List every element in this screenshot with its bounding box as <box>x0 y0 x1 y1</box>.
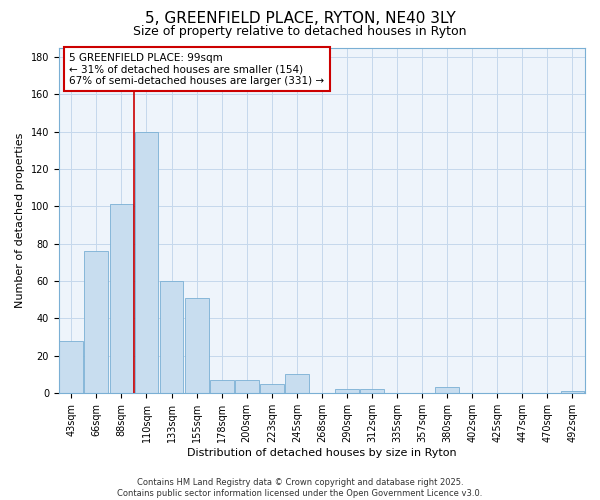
Bar <box>210 380 233 393</box>
Bar <box>260 384 284 393</box>
Bar <box>160 281 184 393</box>
Bar <box>59 340 83 393</box>
Text: Contains HM Land Registry data © Crown copyright and database right 2025.
Contai: Contains HM Land Registry data © Crown c… <box>118 478 482 498</box>
Bar <box>335 389 359 393</box>
X-axis label: Distribution of detached houses by size in Ryton: Distribution of detached houses by size … <box>187 448 457 458</box>
Text: 5 GREENFIELD PLACE: 99sqm
← 31% of detached houses are smaller (154)
67% of semi: 5 GREENFIELD PLACE: 99sqm ← 31% of detac… <box>70 52 325 86</box>
Bar <box>435 387 459 393</box>
Bar <box>185 298 209 393</box>
Bar <box>560 391 584 393</box>
Bar <box>85 251 108 393</box>
Bar <box>134 132 158 393</box>
Bar <box>360 389 384 393</box>
Bar <box>235 380 259 393</box>
Text: Size of property relative to detached houses in Ryton: Size of property relative to detached ho… <box>133 25 467 38</box>
Bar <box>285 374 309 393</box>
Bar <box>110 204 133 393</box>
Text: 5, GREENFIELD PLACE, RYTON, NE40 3LY: 5, GREENFIELD PLACE, RYTON, NE40 3LY <box>145 11 455 26</box>
Y-axis label: Number of detached properties: Number of detached properties <box>15 132 25 308</box>
